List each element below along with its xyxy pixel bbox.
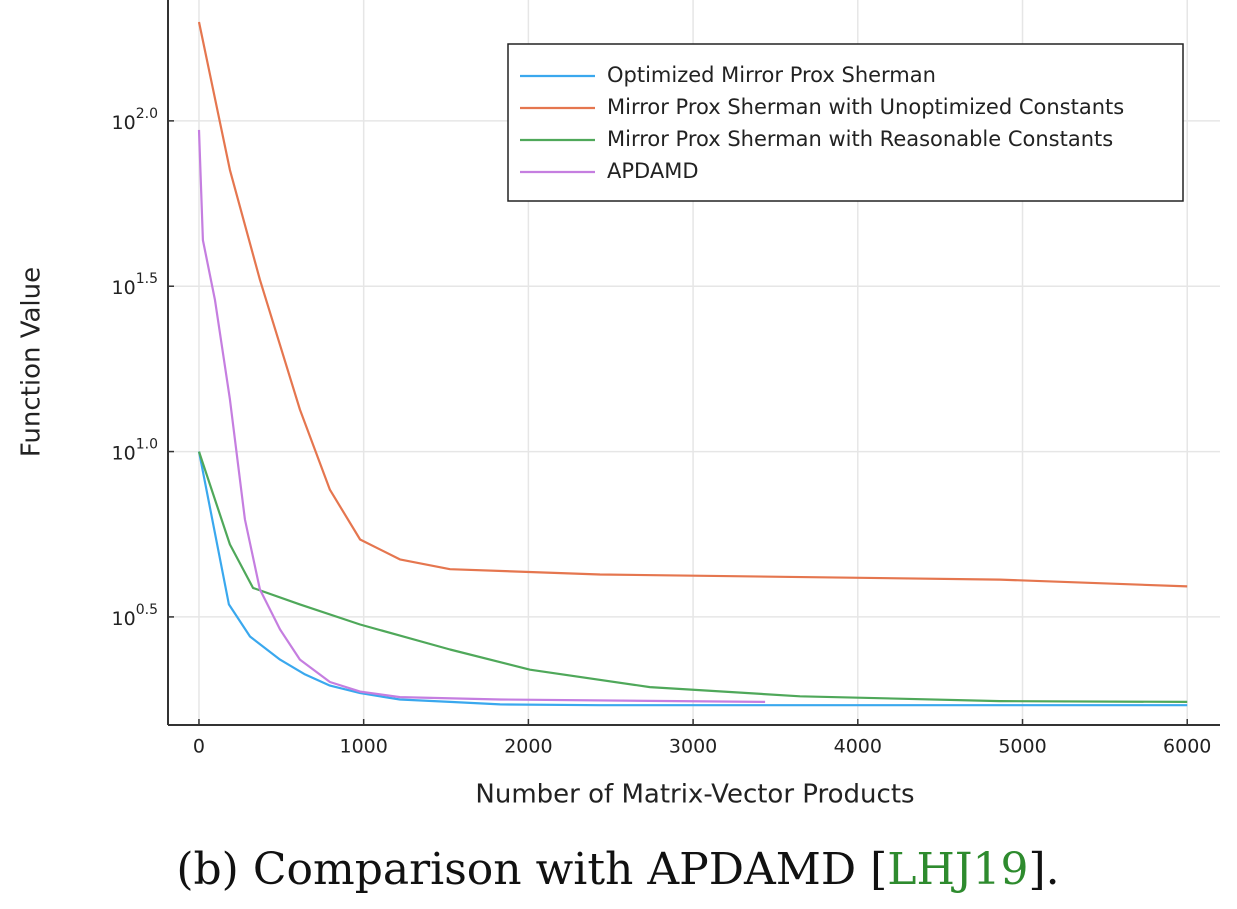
x-tick-label: 3000 [669, 736, 717, 758]
y-tick-base: 10 [112, 442, 136, 464]
y-tick-label: 101.0 [112, 437, 158, 465]
series-line [197, 129, 766, 703]
legend-label: Optimized Mirror Prox Sherman [607, 63, 936, 87]
y-tick-exponent: 0.5 [136, 602, 158, 618]
caption-citation: LHJ19 [887, 844, 1028, 895]
series-line [197, 21, 1188, 588]
legend-box [507, 43, 1184, 202]
legend-label: Mirror Prox Sherman with Reasonable Cons… [607, 127, 1113, 151]
x-tick-label: 0 [193, 736, 205, 758]
y-tick-label: 102.0 [112, 106, 158, 134]
x-tick-label: 1000 [339, 736, 387, 758]
x-tick-label: 5000 [998, 736, 1046, 758]
x-tick-label: 6000 [1163, 736, 1211, 758]
caption-prefix: (b) Comparison with APDAMD [ [176, 844, 887, 895]
y-tick-base: 10 [112, 111, 136, 133]
series-line [197, 451, 1188, 704]
caption: (b) Comparison with APDAMD [LHJ19]. [176, 844, 1059, 895]
y-axis-label: Function Value [17, 267, 47, 457]
y-tick-exponent: 1.5 [136, 271, 158, 287]
y-tick-label: 101.5 [112, 271, 158, 299]
y-tick-exponent: 2.0 [136, 106, 158, 122]
x-axis-label: Number of Matrix-Vector Products [475, 780, 914, 810]
y-tick-base: 10 [112, 607, 136, 629]
y-tick-base: 10 [112, 277, 136, 299]
y-tick-exponent: 1.0 [136, 437, 158, 453]
series-line [197, 451, 1188, 707]
legend-label: Mirror Prox Sherman with Unoptimized Con… [607, 95, 1124, 119]
y-tick-label: 100.5 [112, 602, 158, 630]
x-tick-label: 4000 [834, 736, 882, 758]
x-tick-label: 2000 [504, 736, 552, 758]
caption-suffix: ]. [1028, 844, 1059, 895]
legend-label: APDAMD [607, 159, 699, 183]
